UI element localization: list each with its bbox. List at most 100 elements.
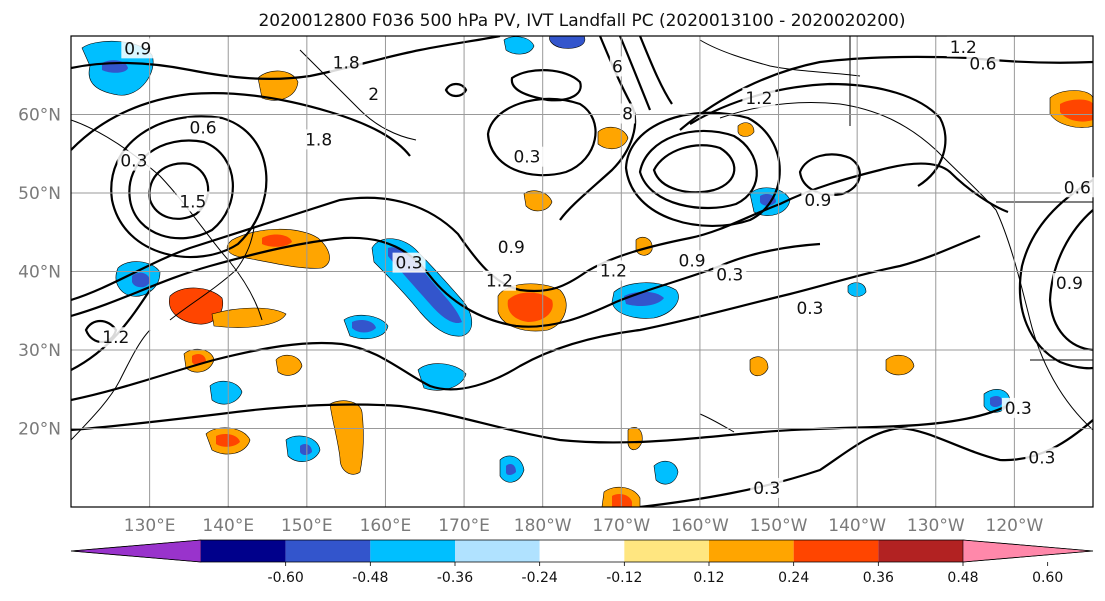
contour-label-bg: [494, 236, 528, 257]
y-tick-label: 30°N: [18, 341, 61, 361]
shade-blob-mid-blue: [417, 363, 467, 391]
colorbar-tick-label: -0.36: [437, 570, 473, 586]
shade-blob-blue-south-core: [506, 464, 516, 475]
contour-label: 0.3: [1005, 399, 1032, 419]
contour-label: 1.2: [600, 262, 627, 282]
coast-alaska-north: [699, 39, 861, 77]
shade-blob-orange-east: [885, 354, 915, 376]
contour-label-bg: [176, 191, 210, 212]
contour-label: 0.9: [1056, 274, 1083, 294]
shade-blob-orange-north-small: [737, 122, 755, 137]
contour-bering-closed: [486, 97, 597, 177]
shade-blob-west-blue-core: [352, 320, 376, 333]
y-tick-label: 40°N: [18, 263, 61, 283]
x-tick-label: 150°W: [750, 516, 808, 536]
map-frame: [70, 35, 1094, 508]
y-tick-label: 50°N: [18, 184, 61, 204]
shade-blob-japan-sea-core: [262, 234, 292, 247]
x-tick-label: 160°W: [671, 516, 729, 536]
contour-label: 1.2: [102, 328, 129, 348]
contour-northwest-small: [444, 82, 468, 98]
colorbar-bin: [455, 540, 540, 562]
contour-bering-closed-2: [510, 69, 582, 102]
contour-label: 1.2: [486, 272, 513, 292]
contour-label: 1.2: [745, 89, 772, 109]
contour-label-bg: [609, 56, 625, 77]
shade-blob-orange-hawaii: [749, 356, 769, 377]
y-tick-label: 60°N: [18, 106, 61, 126]
colorbar-bin: [624, 540, 709, 562]
contour-label: 0.9: [124, 39, 151, 59]
colorbar-tick-label: -0.12: [606, 570, 642, 586]
contour-label: 0.6: [969, 54, 996, 74]
x-tick-label: 130°E: [124, 516, 176, 536]
contour-label: 0.3: [396, 254, 423, 274]
colorbar-tick-label: 0.48: [947, 570, 978, 586]
shade-blob-aleutian-small: [523, 190, 553, 212]
contour-label-bg: [750, 477, 784, 498]
contour-label: 0.3: [1028, 448, 1055, 468]
shade-blob-blue-small-2-core: [300, 444, 312, 455]
contour-label: 8: [622, 105, 633, 125]
contour-label: 0.9: [498, 238, 525, 258]
x-tick-label: 170°W: [592, 516, 650, 536]
shade-blob-japan-south: [211, 307, 287, 328]
contour-ridge-north-2: [618, 36, 652, 111]
coast-kamchatka: [299, 49, 417, 141]
contour-label: 0.3: [513, 148, 540, 168]
contour-label-bg: [946, 36, 980, 57]
contour-label-bg: [121, 38, 155, 59]
colorbar-bin: [370, 540, 455, 562]
figure-title: 2020012800 F036 500 hPa PV, IVT Landfall…: [258, 11, 905, 31]
colorbar-bin: [285, 540, 371, 562]
contour-kamchatka-loop: [148, 162, 210, 220]
contour-label: 0.6: [1064, 178, 1091, 198]
x-tick-label: 180°W: [514, 516, 572, 536]
contour-label-bg: [117, 150, 151, 171]
colorbar-extend-low: [70, 539, 202, 563]
contour-label-bg: [482, 270, 516, 291]
shade-blob-blue-south-east: [653, 460, 679, 485]
contour-label: 1.2: [950, 38, 977, 58]
contour-east-trough-inner: [1048, 209, 1093, 352]
graticule: [71, 36, 1093, 507]
coast-hawaii: [699, 413, 735, 433]
coast-asia: [71, 119, 263, 321]
contour-label: 0.9: [679, 251, 706, 271]
contour-label-bg: [510, 146, 544, 167]
x-tick-labels: 130°E 140°E 150°E 160°E 170°E 180°W 170°W 160°W…: [124, 516, 1044, 536]
shade-blob-bering-north: [503, 36, 535, 55]
contour-north-west: [71, 36, 501, 80]
colorbar-tick-label: 0.36: [863, 570, 894, 586]
x-tick-label: 140°E: [202, 516, 254, 536]
contour-label-bg: [392, 252, 426, 273]
contour-label: 1.5: [179, 192, 206, 212]
contour-label-bg: [801, 189, 835, 210]
contour-label-bg: [99, 327, 133, 348]
contour-east-trough: [1018, 179, 1093, 370]
contour-low-center-2: [638, 129, 758, 210]
colorbar-extend-high: [962, 539, 1094, 563]
contour-label-bg: [966, 53, 1000, 74]
y-tick-label: 20°N: [18, 420, 61, 440]
contour-label: 0.3: [753, 479, 780, 499]
contour-label: 0.9: [804, 191, 831, 211]
contour-label-bg: [713, 264, 747, 285]
contour-ridge-north-3: [638, 36, 673, 105]
colorbar: -0.60 -0.48 -0.36 -0.24 -0.12 0.12 0.24 0.36 0.4…: [70, 539, 1094, 586]
contour-label-bg: [329, 52, 363, 73]
contour-label-bg: [186, 117, 220, 138]
contour-label-bg: [1052, 273, 1086, 294]
contour-subtropical: [71, 234, 981, 402]
colorbar-bin: [709, 540, 794, 562]
contour-label-bg: [793, 298, 827, 319]
coast-north-america: [719, 102, 1093, 431]
contour-label-bg: [302, 129, 336, 150]
contour-label-bg: [1025, 447, 1059, 468]
contour-label: 0.3: [796, 299, 823, 319]
x-tick-label: 130°W: [907, 516, 965, 536]
colorbar-tick-label: 0.24: [778, 570, 809, 586]
x-tick-label: 170°E: [438, 516, 490, 536]
contour-label: 0.3: [120, 152, 147, 172]
